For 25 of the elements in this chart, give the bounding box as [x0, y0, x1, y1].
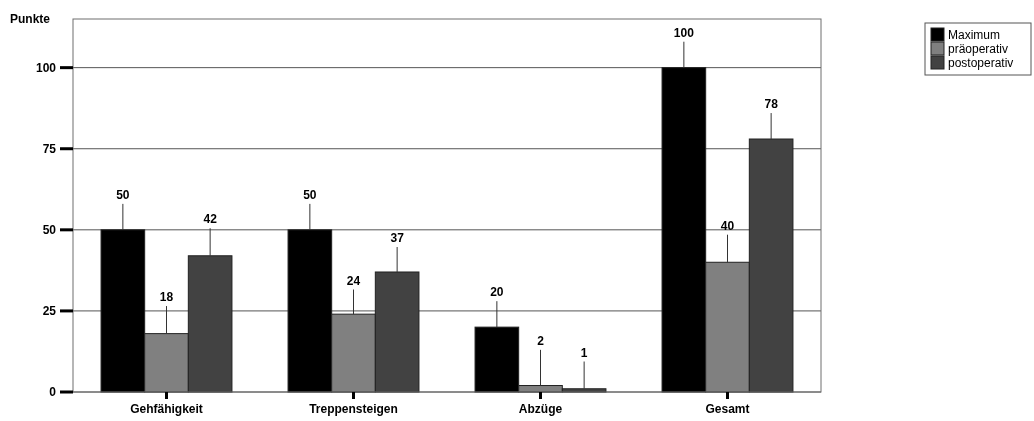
data-label: 24: [346, 273, 361, 288]
y-tick-label: 50: [42, 223, 57, 238]
x-tick-label: Gehfähigkeit: [130, 402, 203, 416]
legend-label: postoperativ: [948, 56, 1014, 70]
y-tick-label: 100: [35, 60, 57, 75]
data-label: 18: [159, 290, 174, 305]
data-label: 78: [764, 97, 779, 112]
x-tick-label: Abzüge: [518, 402, 563, 416]
data-label: 50: [116, 187, 130, 202]
data-label: 42: [203, 212, 218, 227]
y-tick-label: 25: [42, 304, 57, 319]
data-label: 1: [580, 345, 588, 360]
x-tick-label: Gesamt: [705, 402, 750, 416]
y-tick-label: 75: [42, 141, 57, 156]
legend-label: präoperativ: [948, 42, 1009, 56]
data-label: 20: [490, 285, 504, 300]
data-label: 40: [720, 218, 735, 233]
data-label: 37: [390, 231, 405, 246]
x-tick-label: Treppensteigen: [309, 402, 398, 416]
data-label: 2: [537, 333, 545, 348]
y-axis-title: Punkte: [10, 12, 51, 26]
data-label: 50: [303, 187, 317, 202]
y-tick-label: 0: [49, 385, 57, 400]
legend-label: Maximum: [948, 28, 1001, 42]
data-label: 100: [673, 25, 695, 40]
